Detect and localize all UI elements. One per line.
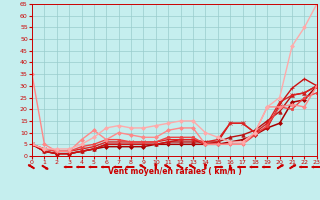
X-axis label: Vent moyen/en rafales ( km/h ): Vent moyen/en rafales ( km/h ) [108, 167, 241, 176]
